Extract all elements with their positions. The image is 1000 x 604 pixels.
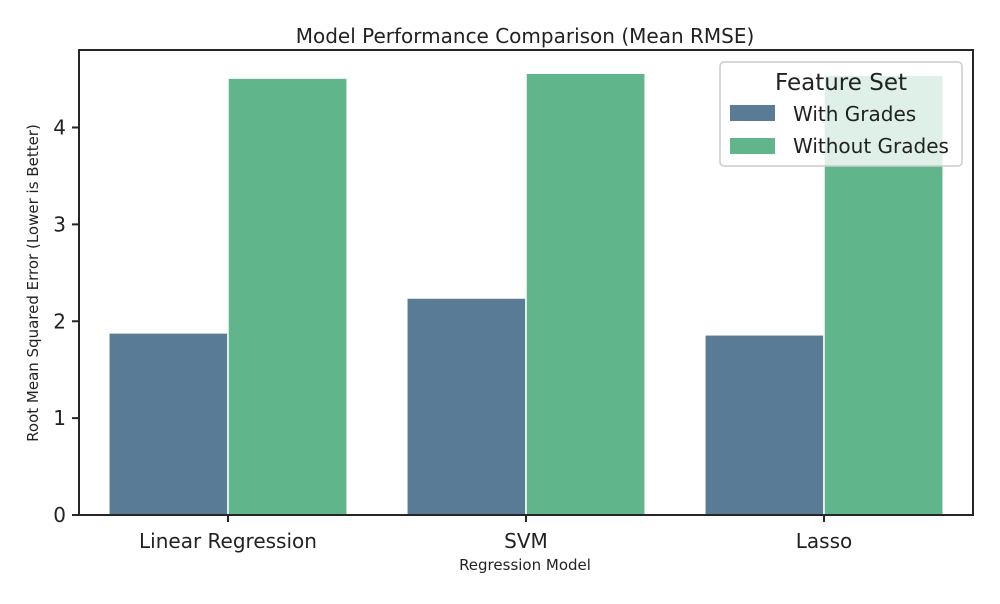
- legend-box: [719, 61, 963, 167]
- y-tick-label: 3: [53, 212, 66, 236]
- x-axis-label: Regression Model: [459, 556, 591, 574]
- axes-layer: 0 1 2 3 4 Linear Regression SVM Lasso: [53, 49, 974, 553]
- bar-linear-regression-with-grades: [108, 332, 229, 516]
- bar-svm-with-grades: [406, 297, 527, 516]
- legend-label-with-grades: With Grades: [793, 102, 916, 126]
- legend-swatch-without-grades: [730, 138, 775, 154]
- bar-lasso-with-grades: [704, 334, 825, 516]
- y-tick-label: 4: [53, 116, 66, 140]
- y-axis-label: Root Mean Squared Error (Lower is Better…: [24, 124, 42, 442]
- legend-label-without-grades: Without Grades: [793, 134, 949, 158]
- legend: Feature Set With Grades Without Grades: [719, 61, 963, 167]
- legend-swatch-with-grades: [730, 105, 775, 121]
- y-tick-label: 2: [53, 309, 66, 333]
- y-tick-label: 0: [53, 503, 66, 527]
- y-tick-label: 1: [53, 406, 66, 430]
- x-tick-label: Lasso: [796, 529, 852, 553]
- x-tick-label: Linear Regression: [139, 529, 317, 553]
- x-tick-label: SVM: [504, 529, 548, 553]
- legend-title: Feature Set: [775, 70, 907, 96]
- bar-svm-without-grades: [525, 72, 646, 516]
- chart-title: Model Performance Comparison (Mean RMSE): [296, 24, 755, 48]
- bar-linear-regression-without-grades: [227, 77, 348, 516]
